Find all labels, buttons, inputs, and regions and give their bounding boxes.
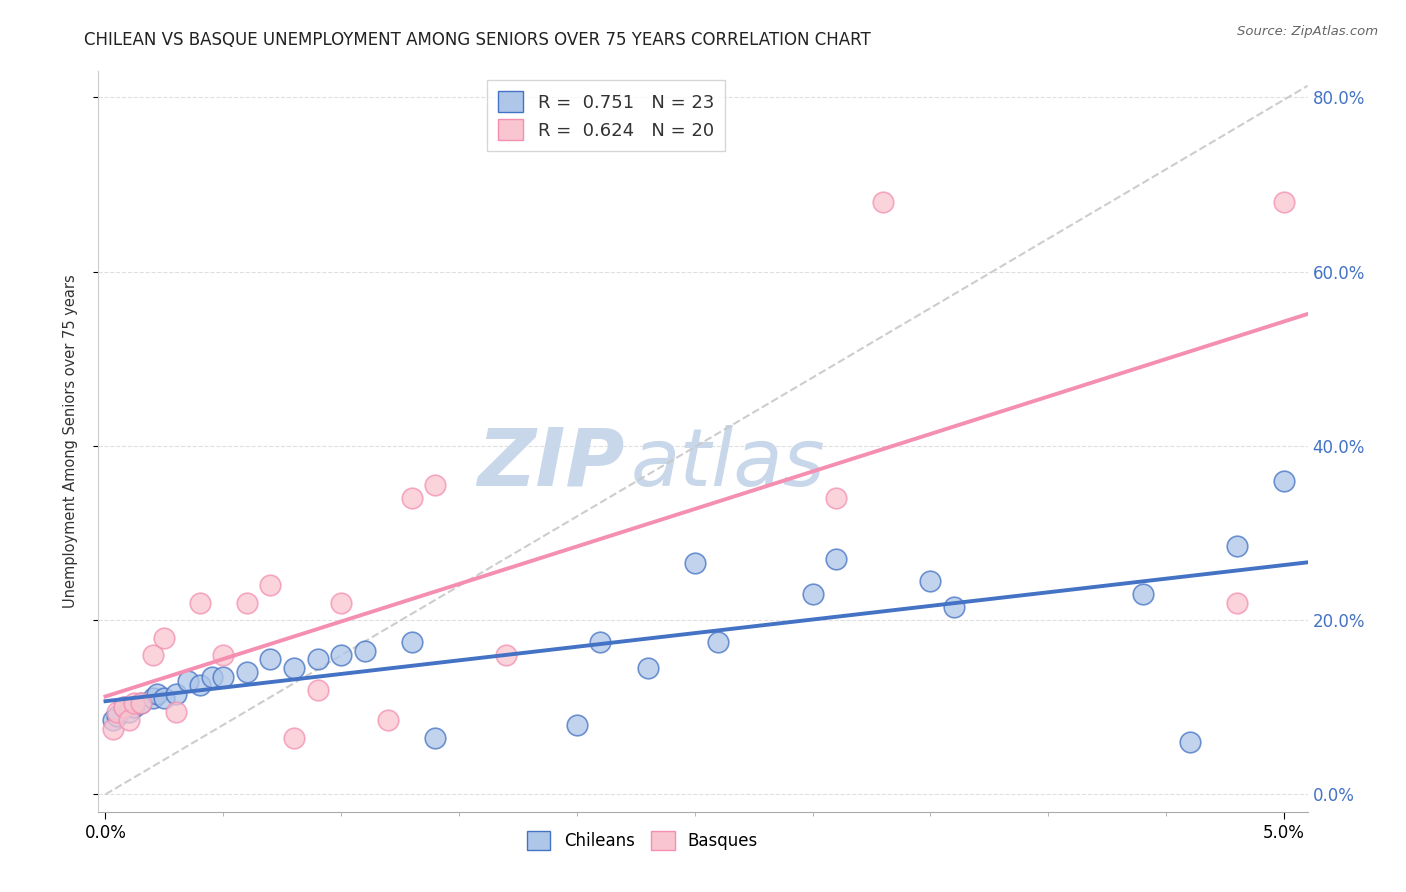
Basques [142,648,165,662]
Basques [236,596,259,610]
Chileans [146,687,169,701]
Basques [259,578,281,592]
Y-axis label: Unemployment Among Seniors over 75 years: Unemployment Among Seniors over 75 years [63,275,77,608]
Basques [330,596,353,610]
Basques [105,705,128,719]
Chileans [353,643,375,657]
Chileans [177,674,200,689]
Chileans [425,731,447,745]
Chileans [637,661,659,675]
Chileans [589,635,612,649]
Chileans [200,670,222,684]
Chileans [259,652,281,666]
Chileans [118,705,141,719]
Chileans [283,661,305,675]
Basques [188,596,211,610]
Text: atlas: atlas [630,425,825,503]
Text: ZIP: ZIP [477,425,624,503]
Chileans [920,574,942,588]
Chileans [943,600,966,615]
Basques [401,491,423,505]
Chileans [801,587,824,601]
Basques [425,478,447,492]
Basques [118,713,141,727]
Basques [825,491,848,505]
Basques [377,713,399,727]
Basques [165,705,187,719]
Chileans [129,696,152,710]
Chileans [1272,474,1295,488]
Chileans [122,700,145,714]
Chileans [1132,587,1154,601]
Chileans [1226,539,1249,553]
Chileans [165,687,187,701]
Basques [153,631,176,645]
Basques [101,722,124,736]
Chileans [188,678,211,692]
Chileans [212,670,235,684]
Basques [212,648,235,662]
Chileans [307,652,329,666]
Basques [112,700,135,714]
Basques [307,682,329,697]
Chileans [153,691,176,706]
Basques [283,731,305,745]
Text: CHILEAN VS BASQUE UNEMPLOYMENT AMONG SENIORS OVER 75 YEARS CORRELATION CHART: CHILEAN VS BASQUE UNEMPLOYMENT AMONG SEN… [84,31,872,49]
Chileans [683,557,706,571]
Chileans [105,709,128,723]
Basques [122,696,145,710]
Chileans [101,713,124,727]
Chileans [236,665,259,680]
Basques [1272,194,1295,209]
Text: Source: ZipAtlas.com: Source: ZipAtlas.com [1237,25,1378,38]
Chileans [142,691,165,706]
Chileans [565,717,588,731]
Chileans [707,635,730,649]
Basques [872,194,894,209]
Basques [1226,596,1249,610]
Chileans [112,700,135,714]
Chileans [401,635,423,649]
Chileans [825,552,848,566]
Basques [129,696,152,710]
Basques [495,648,517,662]
Chileans [330,648,353,662]
Chileans [1178,735,1201,749]
Legend: Chileans, Basques: Chileans, Basques [520,824,765,856]
